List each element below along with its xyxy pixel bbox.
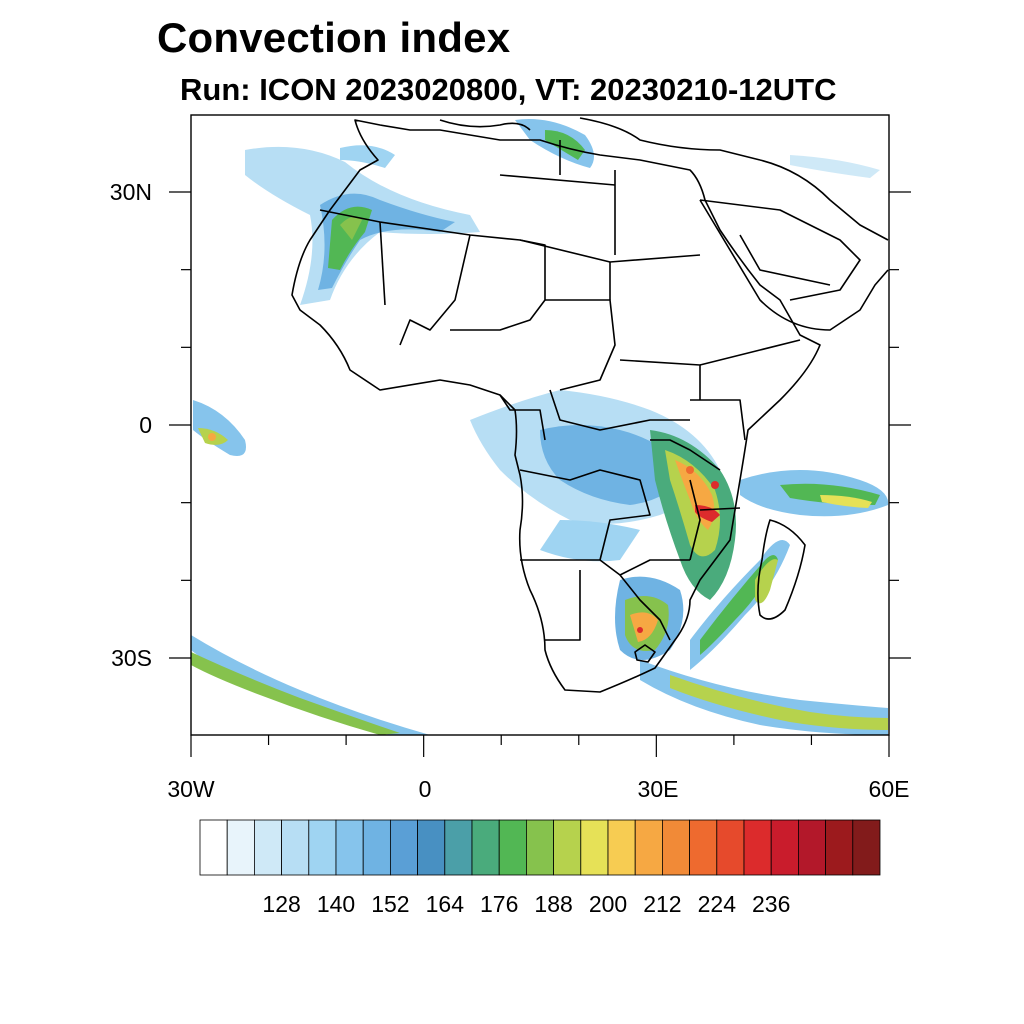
- colorbar-swatch: [526, 819, 555, 876]
- colorbar-swatch: [662, 819, 691, 876]
- colorbar-swatch: [607, 819, 636, 876]
- colorbar-tick-label: 164: [426, 891, 465, 917]
- colorbar-swatch: [553, 819, 582, 876]
- colorbar-swatch: [471, 819, 500, 876]
- colorbar-tick-label: 236: [752, 891, 790, 917]
- colorbar-tick-label: 200: [589, 891, 627, 917]
- colorbar-swatch: [362, 819, 391, 876]
- colorbar-tick-label: 152: [371, 891, 409, 917]
- chart-title: Convection index: [157, 14, 511, 61]
- lat-label-30n: 30N: [110, 179, 152, 205]
- colorbar-swatch: [335, 819, 364, 876]
- lat-label-30s: 30S: [111, 645, 152, 671]
- colorbar-tick-label: 224: [698, 891, 737, 917]
- colorbar-tick-label: 212: [643, 891, 681, 917]
- lat-label-0: 0: [139, 412, 152, 438]
- colorbar-swatch: [770, 819, 799, 876]
- colorbar-swatch: [825, 819, 854, 876]
- lon-label-0: 0: [419, 776, 432, 802]
- convection-field: [191, 119, 889, 735]
- colorbar-swatch: [389, 819, 418, 876]
- colorbar-tick-label: 140: [317, 891, 355, 917]
- colorbar-swatch: [852, 819, 881, 876]
- colorbar-swatch: [417, 819, 446, 876]
- colorbar-tick-label: 176: [480, 891, 518, 917]
- colorbar-swatch: [580, 819, 609, 876]
- colorbar-swatch: [308, 819, 337, 876]
- colorbar-swatch: [798, 819, 827, 876]
- colorbar-swatch: [226, 819, 255, 876]
- colorbar-swatch: [281, 819, 310, 876]
- colorbar-swatch: [743, 819, 772, 876]
- colorbar-tick-label: 128: [262, 891, 300, 917]
- lon-label-30e: 30E: [638, 776, 679, 802]
- chart-subtitle: Run: ICON 2023020800, VT: 20230210-12UTC: [180, 72, 837, 107]
- colorbar-swatch: [253, 819, 282, 876]
- colorbar-tick-label: 188: [534, 891, 572, 917]
- axis-ticks: [169, 191, 911, 757]
- colorbar-swatch: [689, 819, 718, 876]
- colorbar-swatch: [634, 819, 663, 876]
- lon-label-60e: 60E: [869, 776, 910, 802]
- colorbar-swatch: [444, 819, 473, 876]
- lon-label-30w: 30W: [167, 776, 215, 802]
- coastline-borders: [291, 117, 889, 693]
- colorbar-labels: 128 140 152 164 176 188 200 212 224 236: [262, 891, 790, 917]
- colorbar: [199, 819, 881, 876]
- colorbar-swatch: [716, 819, 745, 876]
- colorbar-swatch: [199, 819, 228, 876]
- colorbar-swatch: [498, 819, 527, 876]
